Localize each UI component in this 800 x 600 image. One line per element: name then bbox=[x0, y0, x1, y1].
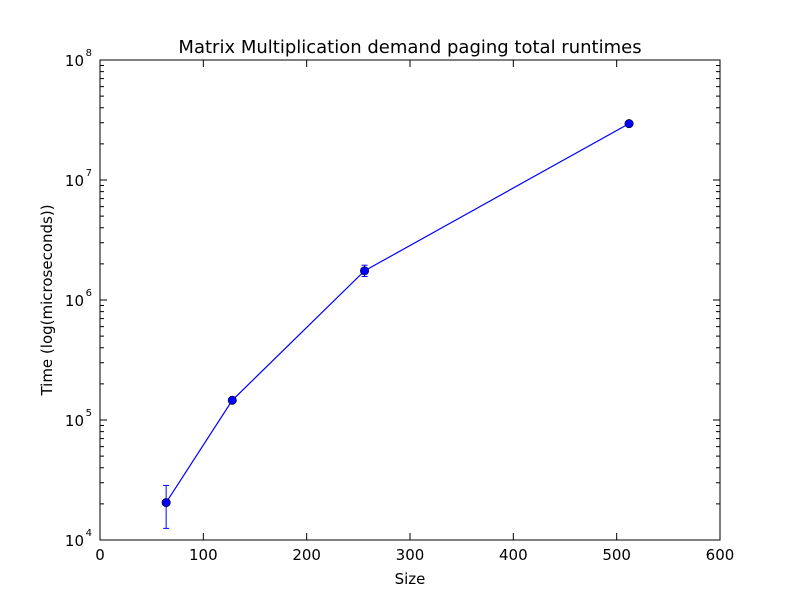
x-tick-label: 100 bbox=[189, 546, 218, 564]
x-tick-label: 0 bbox=[95, 546, 105, 564]
y-tick-exponent: 8 bbox=[86, 48, 92, 59]
y-tick-label: 10 4 bbox=[65, 528, 92, 550]
y-tick-label: 10 8 bbox=[65, 48, 92, 70]
y-tick-exponent: 4 bbox=[86, 528, 92, 539]
x-tick-label: 200 bbox=[292, 546, 321, 564]
y-tick-exponent: 7 bbox=[86, 168, 92, 179]
data-point bbox=[227, 395, 237, 405]
x-tick-label: 400 bbox=[499, 546, 528, 564]
y-tick-label: 10 5 bbox=[65, 408, 92, 430]
y-tick-exponent: 6 bbox=[86, 288, 92, 299]
y-tick-label: 10 7 bbox=[65, 168, 92, 190]
x-tick-label: 500 bbox=[602, 546, 631, 564]
plot-frame bbox=[99, 59, 721, 541]
y-tick-base: 10 bbox=[65, 172, 84, 190]
y-tick-label: 10 6 bbox=[65, 288, 92, 310]
series-layer bbox=[161, 119, 634, 529]
x-axis-label: Size bbox=[395, 570, 426, 588]
y-tick-base: 10 bbox=[65, 412, 84, 430]
y-tick-base: 10 bbox=[65, 52, 84, 70]
y-tick-base: 10 bbox=[65, 292, 84, 310]
chart-title: Matrix Multiplication demand paging tota… bbox=[178, 37, 641, 58]
series-line bbox=[165, 123, 630, 503]
x-tick-label: 600 bbox=[706, 546, 735, 564]
y-tick-exponent: 5 bbox=[86, 408, 92, 419]
x-tick-label: 300 bbox=[396, 546, 425, 564]
data-point bbox=[360, 266, 370, 276]
y-tick-base: 10 bbox=[65, 532, 84, 550]
y-axis-label: Time (log(microseconds)) bbox=[38, 204, 56, 396]
data-point bbox=[624, 119, 634, 129]
data-point bbox=[161, 498, 171, 508]
